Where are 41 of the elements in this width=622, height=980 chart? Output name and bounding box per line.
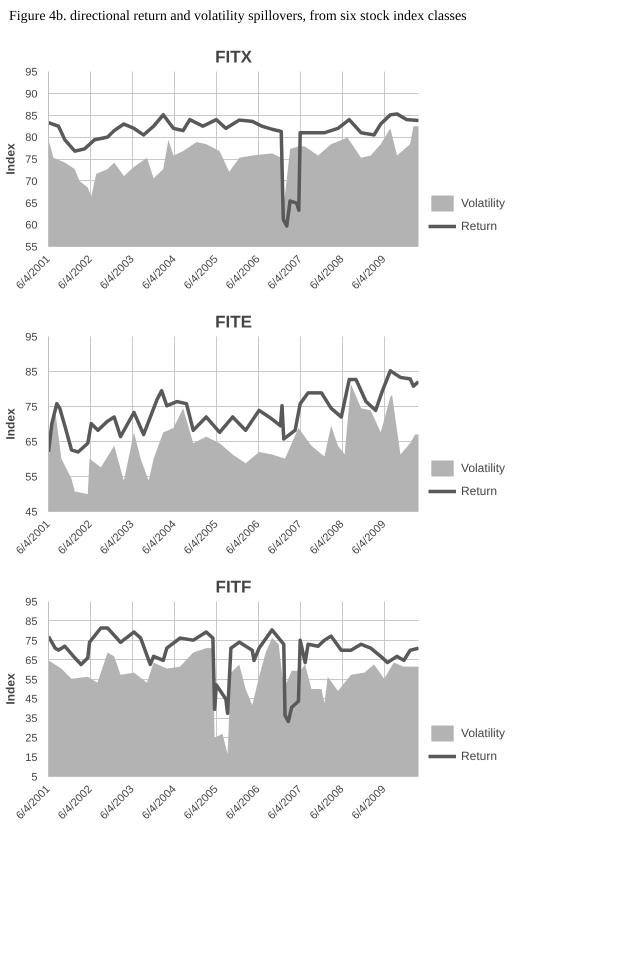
y-tick-label: 45 (25, 506, 38, 518)
line-series (48, 626, 418, 724)
y-tick-label: 35 (25, 713, 38, 726)
y-tick-label: 95 (25, 332, 38, 344)
caption: Figure 4b. directional return and volatility spillovers, from six stock index classes (9, 8, 467, 26)
legend-label: Volatility (461, 461, 506, 475)
y-tick-label: 75 (25, 635, 38, 648)
y-tick-label: 85 (25, 366, 38, 378)
y-axis-title: Index (3, 673, 18, 705)
y-axis-title: Index (3, 143, 18, 175)
legend-label: Volatility (461, 196, 506, 210)
legend-label: Volatility (461, 726, 506, 740)
y-tick-label: 95 (25, 66, 38, 78)
y-tick-label: 55 (25, 472, 38, 484)
y-tick-label: 15 (25, 752, 38, 764)
chart-title: FITE (215, 312, 252, 332)
line-series (48, 112, 418, 228)
chart-title: FITX (215, 48, 253, 66)
y-tick-label: 85 (25, 616, 38, 628)
y-tick-label: 5 (31, 772, 38, 784)
y-tick-label: 60 (25, 220, 38, 232)
y-tick-label: 65 (25, 654, 38, 667)
y-tick-label: 55 (25, 242, 38, 254)
y-tick-label: 75 (25, 402, 38, 414)
y-tick-label: 70 (25, 176, 38, 188)
y-tick-label: 80 (25, 132, 38, 144)
legend-label: Return (461, 749, 498, 763)
line-series (48, 369, 418, 454)
y-tick-label: 55 (25, 674, 38, 686)
legend-label: Return (461, 484, 498, 498)
y-tick-label: 25 (25, 732, 38, 745)
y-tick-label: 85 (25, 110, 38, 122)
y-tick-label: 95 (25, 596, 38, 608)
chart-title: FITF (216, 578, 252, 596)
y-tick-label: 65 (25, 198, 38, 210)
y-axis-title: Index (3, 408, 18, 440)
y-tick-label: 65 (25, 436, 38, 448)
y-tick-label: 45 (25, 694, 38, 706)
y-tick-label: 75 (25, 154, 38, 166)
legend-label: Return (461, 219, 498, 233)
y-tick-label: 90 (25, 88, 38, 100)
